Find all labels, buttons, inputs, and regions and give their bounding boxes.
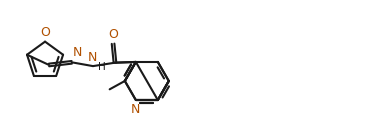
Text: H: H [98, 62, 106, 72]
Text: N: N [131, 103, 141, 116]
Text: O: O [108, 28, 118, 41]
Text: N: N [73, 46, 82, 59]
Text: O: O [40, 26, 50, 39]
Text: N: N [88, 51, 97, 64]
